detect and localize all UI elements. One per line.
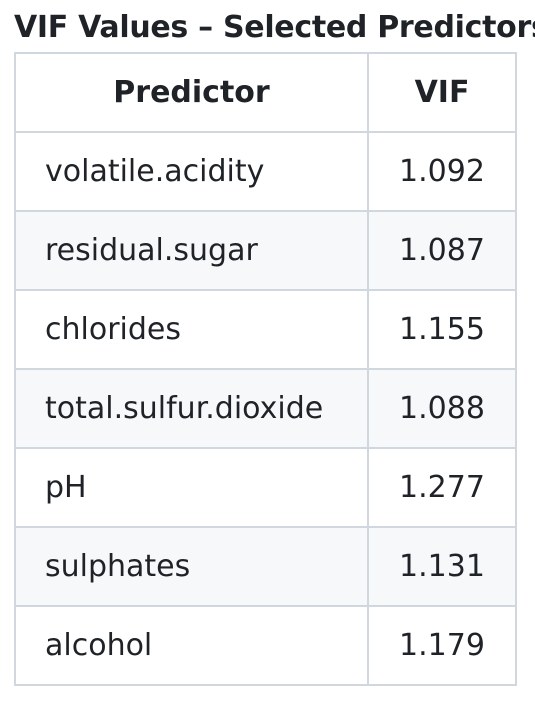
table-row: total.sulfur.dioxide 1.088 — [14, 368, 517, 449]
table-row: volatile.acidity 1.092 — [14, 131, 517, 212]
table-row: alcohol 1.179 — [14, 605, 517, 686]
predictor-cell: sulphates — [14, 526, 369, 607]
predictor-cell: chlorides — [14, 289, 369, 370]
header-row: Predictor VIF — [14, 52, 517, 133]
vif-cell: 1.087 — [367, 210, 517, 291]
table-body: volatile.acidity 1.092 residual.sugar 1.… — [14, 131, 517, 686]
predictor-cell: total.sulfur.dioxide — [14, 368, 369, 449]
table-row: sulphates 1.131 — [14, 526, 517, 607]
vif-cell: 1.179 — [367, 605, 517, 686]
vif-cell: 1.155 — [367, 289, 517, 370]
table-caption: VIF Values – Selected Predictors — [14, 10, 535, 45]
table-row: chlorides 1.155 — [14, 289, 517, 370]
table-header: Predictor VIF — [14, 52, 517, 133]
header-predictor: Predictor — [14, 52, 369, 133]
predictor-cell: alcohol — [14, 605, 369, 686]
vif-cell: 1.088 — [367, 368, 517, 449]
table-row: residual.sugar 1.087 — [14, 210, 517, 291]
header-vif: VIF — [367, 52, 517, 133]
vif-cell: 1.092 — [367, 131, 517, 212]
vif-cell: 1.277 — [367, 447, 517, 528]
vif-table: Predictor VIF volatile.acidity 1.092 res… — [14, 52, 517, 686]
vif-cell: 1.131 — [367, 526, 517, 607]
predictor-cell: residual.sugar — [14, 210, 369, 291]
predictor-cell: pH — [14, 447, 369, 528]
table-row: pH 1.277 — [14, 447, 517, 528]
predictor-cell: volatile.acidity — [14, 131, 369, 212]
